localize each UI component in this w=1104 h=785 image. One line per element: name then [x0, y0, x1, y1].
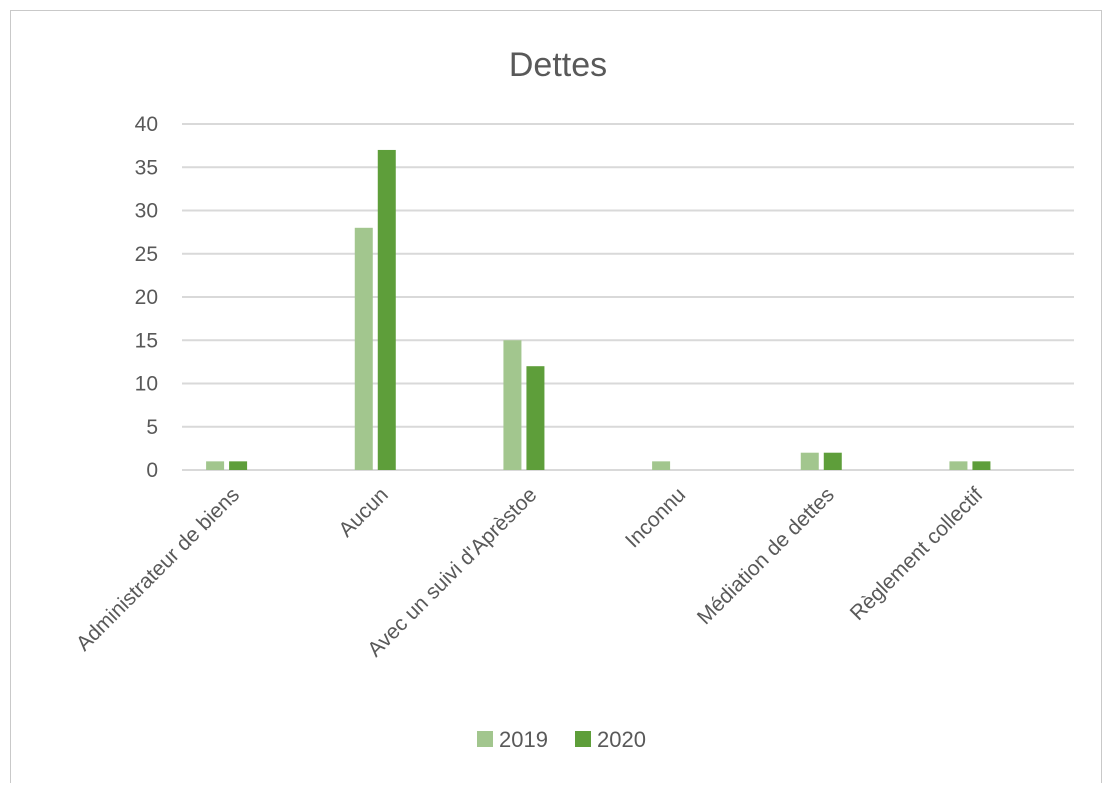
bar-2020-4 [823, 452, 842, 470]
legend: 2019 2020 [477, 727, 646, 752]
x-category-label: Avec un suivi d'Aprèstoe [363, 483, 541, 661]
y-axis: 0 5 10 15 20 25 30 35 40 [135, 113, 158, 482]
bar-2020-0 [229, 461, 248, 470]
bar-2020-2 [526, 366, 545, 470]
legend-swatch-2019 [477, 731, 493, 747]
x-category-label: Règlement collectif [846, 483, 988, 625]
chart-frame [10, 10, 1102, 783]
bar-2019-4 [800, 452, 819, 470]
bar-2019-3 [652, 461, 671, 470]
bar-2019-1 [354, 227, 373, 470]
x-category-label: Médiation de dettes [693, 483, 839, 629]
bar-2019-2 [503, 340, 522, 470]
y-tick-label: 0 [146, 459, 158, 482]
legend-swatch-2020 [575, 731, 591, 747]
chart-title: Dettes [509, 46, 607, 84]
y-tick-label: 15 [135, 329, 158, 352]
y-tick-label: 25 [135, 243, 158, 266]
bar-2020-1 [377, 149, 396, 470]
y-tick-label: 5 [146, 416, 158, 439]
x-category-label: Inconnu [621, 483, 690, 552]
gridlines [182, 123, 1074, 471]
bar-2019-0 [206, 461, 225, 470]
bar-2020-5 [972, 461, 991, 470]
x-category-label: Aucun [334, 483, 392, 541]
y-tick-label: 35 [135, 156, 158, 179]
x-category-label: Administrateur de biens [72, 483, 244, 655]
y-tick-label: 20 [135, 286, 158, 309]
y-tick-label: 40 [135, 113, 158, 136]
legend-label-2019: 2019 [499, 727, 548, 752]
bar-2019-5 [949, 461, 968, 470]
y-tick-label: 30 [135, 200, 158, 223]
bars [206, 149, 991, 470]
legend-label-2020: 2020 [597, 727, 646, 752]
y-tick-label: 10 [135, 373, 158, 396]
